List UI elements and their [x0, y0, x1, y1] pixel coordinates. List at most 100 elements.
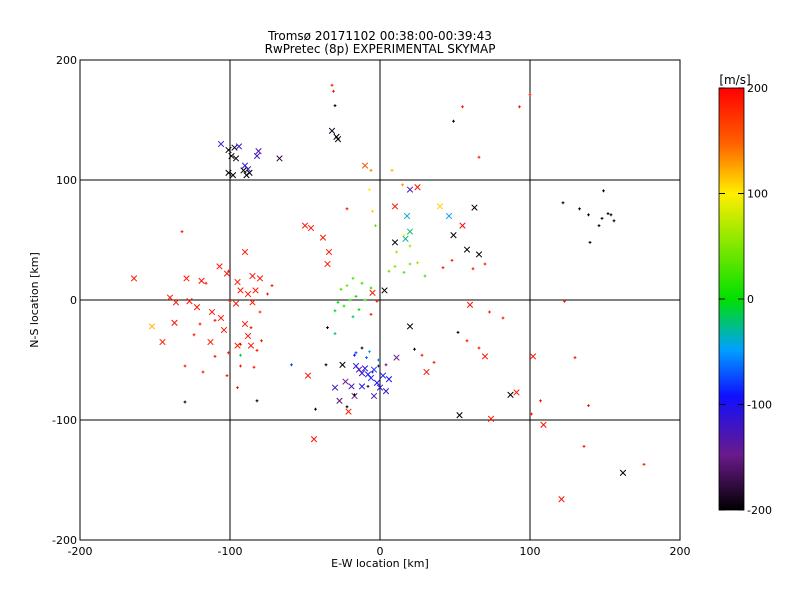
data-point-plus: [183, 364, 187, 368]
data-point-x: [381, 287, 388, 294]
data-point-plus: [333, 332, 337, 335]
data-point-plus: [192, 333, 196, 337]
data-point-x: [276, 155, 283, 162]
data-point-x: [393, 354, 400, 361]
data-point-plus: [371, 209, 374, 213]
data-point-x: [529, 353, 537, 360]
data-point-plus: [360, 281, 364, 285]
data-point-plus: [600, 217, 604, 220]
data-point-plus: [563, 299, 566, 303]
data-point-plus: [432, 361, 436, 364]
data-point-x: [198, 277, 205, 284]
data-point-plus: [314, 407, 317, 411]
data-point-x: [225, 169, 232, 176]
data-point-x: [373, 379, 381, 386]
data-point-plus: [260, 339, 263, 343]
data-point-x: [471, 204, 478, 211]
data-point-plus: [528, 93, 532, 97]
data-point-x: [166, 294, 174, 301]
data-point-x: [319, 234, 327, 241]
data-point-plus: [363, 298, 367, 302]
data-point-plus: [336, 301, 340, 304]
y-tick-label: -100: [52, 414, 77, 427]
data-point-x: [376, 384, 384, 391]
data-point-x: [171, 319, 178, 326]
data-point-x: [231, 144, 238, 151]
data-point-plus: [606, 212, 610, 215]
x-tick-label: 200: [670, 545, 691, 558]
data-point-plus: [342, 304, 346, 308]
y-axis-ticks: -200 -100 0 100 200: [52, 54, 680, 547]
data-point-plus: [360, 346, 364, 350]
colorbar-ticks: 200 100 0 -100 -200: [719, 82, 772, 517]
data-point-x: [361, 162, 369, 169]
data-point-plus: [180, 230, 184, 233]
data-point-x: [436, 203, 444, 210]
data-point-plus: [225, 374, 229, 377]
data-point-plus: [213, 355, 217, 358]
data-point-plus: [353, 393, 356, 397]
data-point-x: [256, 275, 264, 282]
data-point-plus: [441, 266, 445, 269]
colorbar-label: [m/s]: [719, 73, 750, 87]
data-point-x: [348, 383, 355, 390]
data-point-plus: [597, 224, 601, 227]
data-point-plus: [345, 207, 349, 211]
x-tick-label: -200: [68, 545, 93, 558]
data-point-x: [540, 421, 547, 428]
data-point-plus: [236, 386, 239, 389]
data-point-x: [244, 332, 252, 340]
data-point-x: [255, 148, 262, 155]
data-point-plus: [477, 155, 481, 159]
data-point-x: [237, 287, 244, 294]
data-point-plus: [252, 365, 256, 369]
data-point-x: [159, 338, 166, 346]
grid-lines: [80, 60, 680, 540]
data-point-plus: [213, 319, 217, 322]
data-point-plus: [326, 326, 329, 329]
data-point-x: [208, 308, 216, 316]
x-axis-label: E-W location [km]: [331, 557, 429, 570]
data-point-x: [367, 374, 375, 382]
data-point-plus: [530, 412, 533, 416]
data-point-plus: [351, 277, 355, 280]
data-point-x: [379, 372, 387, 379]
data-point-x: [463, 246, 471, 253]
data-point-plus: [357, 308, 361, 311]
data-point-x: [253, 152, 261, 160]
data-point-x: [558, 496, 565, 503]
data-point-x: [370, 392, 378, 400]
data-point-plus: [227, 351, 230, 355]
data-point-x: [336, 397, 343, 404]
data-point-plus: [354, 351, 358, 355]
data-point-plus: [368, 188, 371, 191]
data-point-plus: [393, 265, 397, 268]
data-point-plus: [369, 286, 373, 290]
data-point-plus: [183, 400, 187, 404]
data-point-x: [466, 301, 474, 308]
data-point-plus: [408, 262, 412, 266]
data-point-plus: [488, 310, 491, 314]
y-tick-label: -200: [52, 534, 77, 547]
data-point-x: [507, 391, 514, 398]
data-point-plus: [477, 346, 481, 350]
data-point-plus: [384, 363, 388, 367]
data-points: [130, 83, 646, 503]
data-point-x: [619, 469, 627, 476]
data-point-plus: [258, 310, 262, 314]
data-point-x: [234, 342, 241, 349]
data-point-plus: [227, 269, 230, 273]
data-point-x: [369, 289, 376, 296]
data-point-x: [241, 248, 249, 256]
data-point-x: [193, 304, 201, 311]
data-point-plus: [266, 292, 269, 296]
data-point-x: [183, 275, 190, 282]
colorbar-tick-label: -200: [747, 504, 772, 517]
data-point-plus: [501, 316, 505, 320]
data-point-x: [304, 372, 312, 379]
data-point-plus: [239, 364, 242, 368]
data-point-plus: [239, 343, 242, 346]
data-point-x: [240, 167, 247, 174]
data-point-x: [229, 172, 237, 179]
